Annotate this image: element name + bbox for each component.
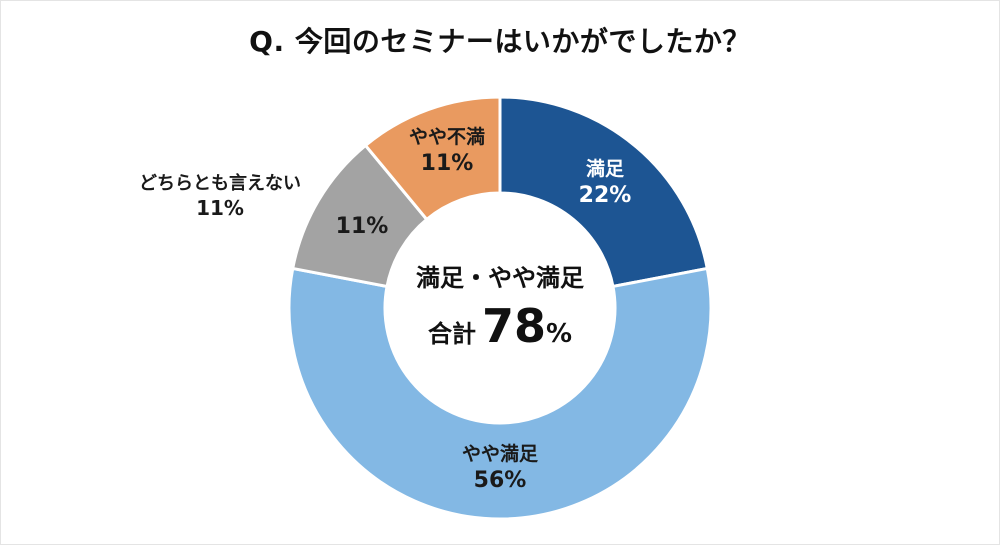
donut-slice-3: [363, 95, 502, 222]
label-neutral-outer: どちらとも言えない 11%: [105, 173, 335, 221]
center-line1: 満足・やや満足: [416, 264, 584, 292]
label-satisfied-name: 満足: [585, 158, 624, 180]
label-satisfied: 満足 22%: [560, 158, 650, 209]
label-somewhat-dissatisfied: やや不満 11%: [392, 126, 502, 177]
label-neutral-inner: 11%: [322, 213, 402, 241]
label-neutral-outer-name: どちらとも言えない: [139, 173, 301, 194]
chart-title: Q. 今回のセミナーはいかがでしたか？: [249, 25, 751, 58]
label-neutral-inner-pct: 11%: [335, 214, 389, 239]
center-total-unit: %: [545, 319, 573, 349]
donut-slices: [287, 95, 713, 521]
donut-slice-1: [287, 266, 713, 521]
center-total: 合計 78%: [386, 299, 614, 353]
label-somewhat-dissatisfied-name: やや不満: [408, 126, 485, 148]
label-somewhat-satisfied: やや満足 56%: [430, 443, 570, 494]
donut-slice-0: [498, 95, 710, 289]
center-annotation: 満足・やや満足 合計 78%: [386, 258, 614, 353]
label-satisfied-pct: 22%: [578, 182, 632, 208]
label-neutral-outer-pct: 11%: [196, 195, 244, 220]
label-somewhat-satisfied-name: やや満足: [461, 443, 538, 465]
label-somewhat-dissatisfied-pct: 11%: [420, 150, 474, 176]
label-somewhat-satisfied-pct: 56%: [473, 467, 527, 493]
center-total-label: 合計: [427, 320, 476, 348]
center-total-value: 78: [481, 299, 546, 353]
